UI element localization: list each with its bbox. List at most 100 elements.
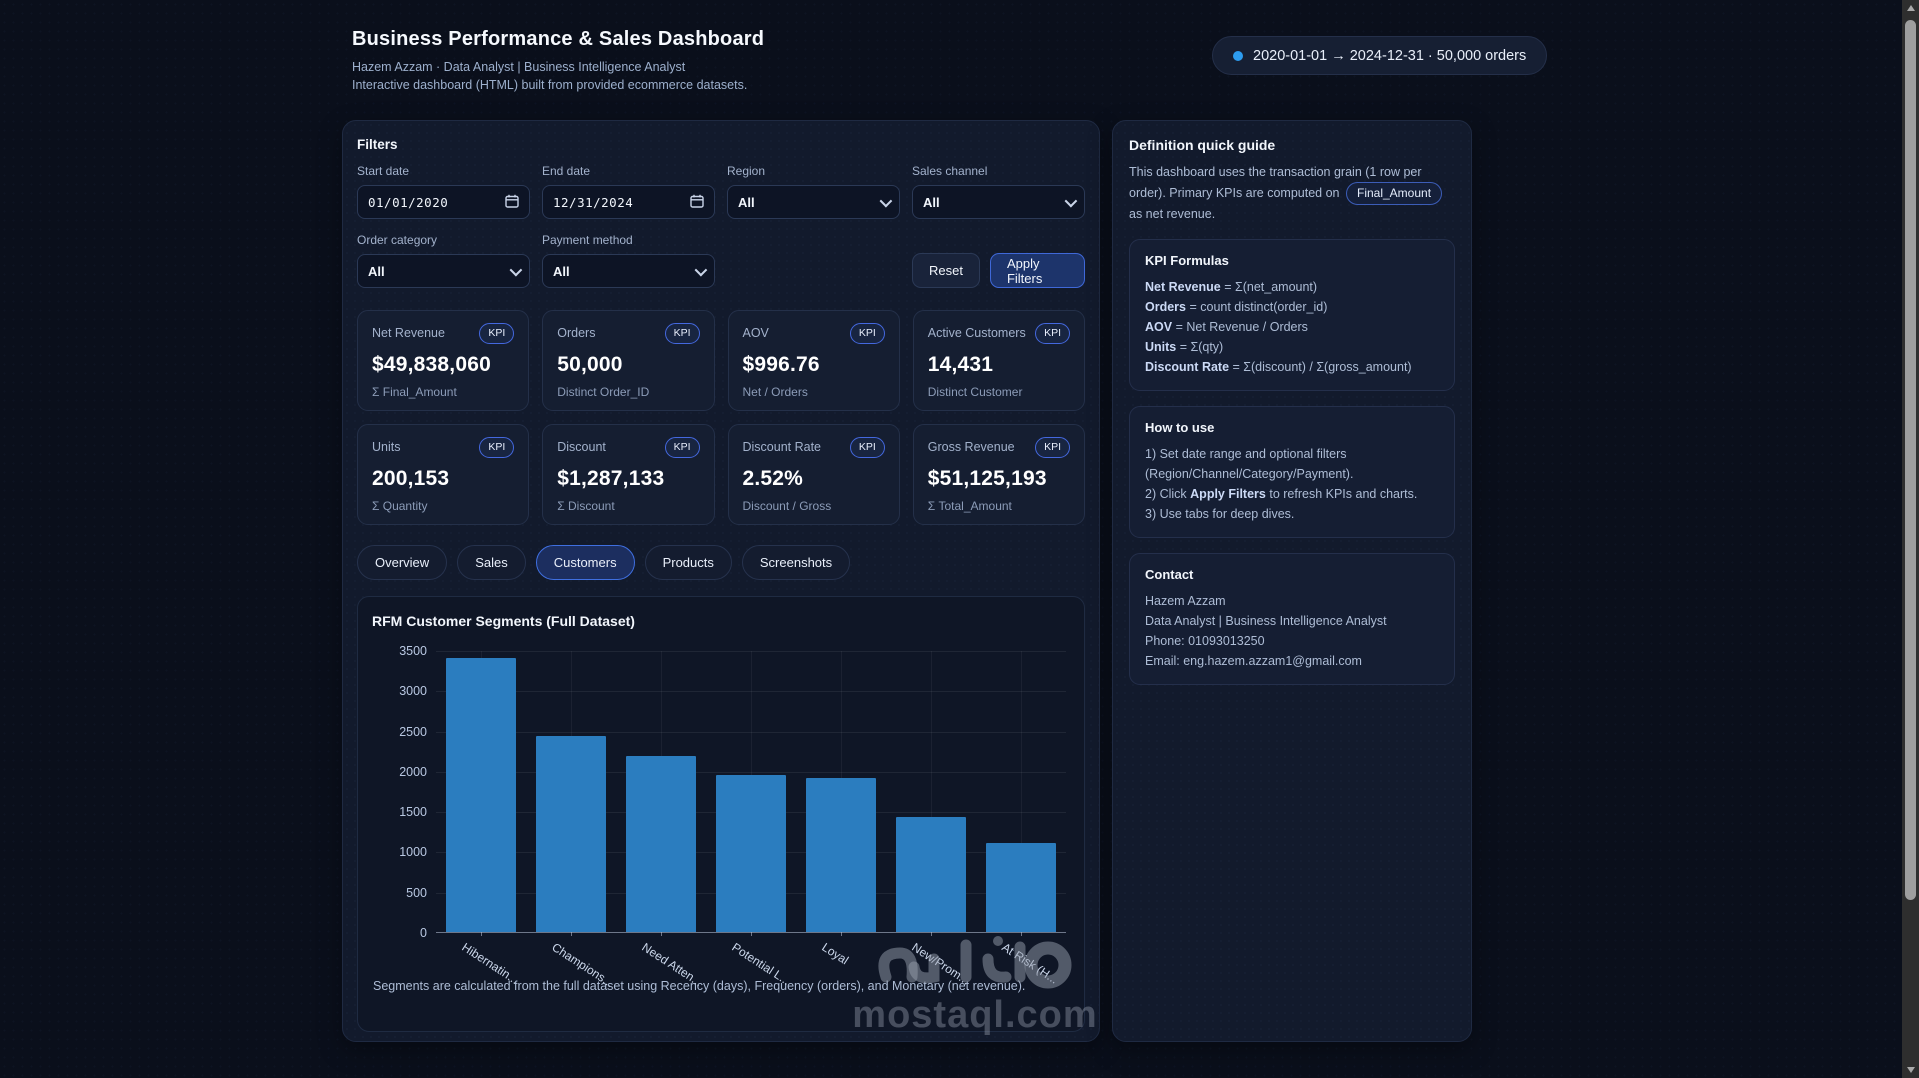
kpi-label: Units bbox=[372, 440, 401, 455]
tab-sales[interactable]: Sales bbox=[457, 545, 526, 580]
x-tick-mark bbox=[841, 932, 842, 936]
kpi-label: Gross Revenue bbox=[927, 440, 1015, 455]
kpi-badge: KPI bbox=[664, 437, 700, 458]
kpi-value: 200,153 bbox=[372, 466, 450, 490]
kpi-badge: KPI bbox=[479, 323, 515, 344]
kpi-badge: KPI bbox=[849, 437, 885, 458]
formula-term: Units bbox=[1145, 340, 1177, 355]
contact-phone: Phone: 01093013250 bbox=[1145, 634, 1265, 649]
y-tick-label: 3500 bbox=[399, 644, 427, 658]
kpi-card-top: Discount Rate KPI bbox=[743, 437, 885, 458]
filter-label-payment-method: Payment method bbox=[542, 233, 633, 247]
y-tick-label: 2000 bbox=[399, 764, 427, 779]
kpi-badge: KPI bbox=[479, 437, 515, 458]
filter-value-payment-method: All bbox=[553, 263, 570, 279]
kpi-subtitle: Distinct Order_ID bbox=[557, 384, 650, 399]
chart-plot-wrap: 0 500 1000 1500 2000 2500 3000 3500 Hibernatin..… bbox=[372, 643, 1070, 990]
filter-label-start-date: Start date bbox=[357, 164, 410, 178]
kpi-value: $996.76 bbox=[742, 352, 820, 376]
formula-discount-rate: Discount Rate = Σ(discount) / Σ(gross_am… bbox=[1145, 357, 1439, 377]
date-range-pill: 2020-01-01 → 2024-12-31 · 50,000 orders bbox=[1212, 36, 1548, 75]
kpi-grid: Net Revenue KPI $49,838,060 Σ Final_Amount O… bbox=[357, 310, 1085, 525]
chevron-down-icon bbox=[694, 263, 708, 276]
tab-screenshots[interactable]: Screenshots bbox=[741, 545, 851, 580]
contact-role: Data Analyst | Business Intelligence Ana… bbox=[1145, 614, 1387, 629]
how-to-use-card: How to use 1) Set date range and optiona… bbox=[1129, 406, 1455, 539]
contact-name: Hazem Azzam bbox=[1145, 594, 1226, 609]
scrollbar-thumb[interactable] bbox=[1905, 20, 1916, 900]
scroll-down-arrow-icon[interactable] bbox=[1902, 1062, 1919, 1078]
select-order-category[interactable]: All bbox=[357, 254, 530, 288]
filter-value-region: All bbox=[738, 194, 755, 210]
select-sales-channel[interactable]: All bbox=[912, 185, 1085, 219]
bar-need-atten[interactable] bbox=[626, 756, 696, 932]
filter-value-end-date: 12/31/2024 bbox=[553, 194, 634, 210]
vertical-scrollbar[interactable] bbox=[1902, 0, 1919, 1078]
main-panel: Filters Start date 01/01/2020 End date 12/3… bbox=[342, 120, 1100, 1042]
chart-plot: 0 500 1000 1500 2000 2500 3000 3500 Hibernatin..… bbox=[399, 644, 1066, 990]
kpi-card-top: Discount KPI bbox=[557, 437, 700, 458]
formula-term: Net Revenue bbox=[1145, 280, 1221, 295]
kpi-card-active-customers: Active Customers KPI 14,431 Distinct Custom… bbox=[912, 310, 1085, 411]
filter-label-end-date: End date bbox=[542, 164, 591, 178]
tab-overview[interactable]: Overview bbox=[357, 545, 448, 580]
date-range-text: 2020-01-01 → 2024-12-31 · 50,000 orders bbox=[1253, 47, 1527, 64]
bar-new-prom[interactable] bbox=[896, 816, 966, 932]
status-dot-icon bbox=[1233, 50, 1243, 61]
x-tick-mark bbox=[661, 932, 662, 936]
kpi-formulas-title: KPI Formulas bbox=[1145, 253, 1229, 269]
tab-customers[interactable]: Customers bbox=[535, 545, 635, 580]
page-header: Business Performance & Sales Dashboard H… bbox=[352, 28, 764, 92]
kpi-card-top: Net Revenue KPI bbox=[372, 323, 515, 344]
chart-title: RFM Customer Segments (Full Dataset) bbox=[372, 613, 635, 629]
formula-body: = Net Revenue / Orders bbox=[1172, 320, 1308, 335]
gridline-y-2000 bbox=[436, 771, 1066, 773]
tab-bar: Overview Sales Customers Products Screenshot… bbox=[357, 545, 1085, 580]
gridline-y-3500 bbox=[436, 651, 1066, 652]
chevron-down-icon bbox=[879, 194, 893, 207]
kpi-label: Orders bbox=[557, 326, 596, 341]
kpi-card-top: Units KPI bbox=[372, 437, 515, 458]
kpi-formulas-list: Net Revenue = Σ(net_amount) Orders = coun… bbox=[1145, 277, 1439, 377]
how-to-step-3: 3) Use tabs for deep dives. bbox=[1145, 507, 1295, 522]
x-tick-mark bbox=[571, 932, 572, 936]
filter-label-region: Region bbox=[727, 164, 766, 178]
gridline-x bbox=[1021, 651, 1022, 932]
select-payment-method[interactable]: All bbox=[542, 254, 715, 288]
kpi-card-orders: Orders KPI 50,000 Distinct Order_ID bbox=[542, 310, 715, 411]
formula-body: = Σ(discount) / Σ(gross_amount) bbox=[1229, 360, 1412, 375]
bar-at-risk-h[interactable] bbox=[986, 843, 1056, 932]
kpi-subtitle: Distinct Customer bbox=[927, 384, 1023, 399]
how-to-use-title: How to use bbox=[1145, 420, 1215, 436]
formula-term: AOV bbox=[1145, 320, 1173, 335]
gridline-y-3000 bbox=[436, 691, 1066, 693]
bar-champions[interactable] bbox=[536, 736, 606, 932]
kpi-label: Net Revenue bbox=[372, 326, 445, 341]
filter-field-start-date: Start date 01/01/2020 bbox=[357, 164, 530, 219]
bar-hibernatin[interactable] bbox=[446, 658, 516, 932]
bar-potential-l[interactable] bbox=[716, 774, 786, 932]
description-line: Interactive dashboard (HTML) built from … bbox=[352, 78, 748, 92]
kpi-label: AOV bbox=[742, 326, 769, 341]
kpi-subtitle: Σ Quantity bbox=[372, 498, 428, 513]
how-to-step-2-bold: Apply Filters bbox=[1190, 487, 1266, 502]
scroll-up-arrow-icon[interactable] bbox=[1902, 0, 1919, 16]
x-tick-mark bbox=[751, 932, 752, 936]
select-region[interactable]: All bbox=[727, 185, 900, 219]
definition-text: This dashboard uses the transaction grai… bbox=[1129, 163, 1455, 224]
filter-field-region: Region All bbox=[727, 164, 900, 219]
filters-row-1: Start date 01/01/2020 End date 12/31/2024 Re… bbox=[357, 164, 1085, 219]
date-input-start-date[interactable]: 01/01/2020 bbox=[357, 185, 530, 219]
date-input-end-date[interactable]: 12/31/2024 bbox=[542, 185, 715, 219]
bar-loyal[interactable] bbox=[806, 778, 876, 932]
formula-body: = Σ(net_amount) bbox=[1220, 280, 1318, 295]
filter-field-sales-channel: Sales channel All bbox=[912, 164, 1085, 219]
kpi-value: $51,125,193 bbox=[927, 466, 1047, 490]
x-tick-mark bbox=[481, 932, 482, 936]
kpi-value: $49,838,060 bbox=[372, 352, 491, 376]
tab-products[interactable]: Products bbox=[644, 545, 732, 580]
kpi-badge: KPI bbox=[1035, 323, 1070, 344]
contact-card: Contact Hazem Azzam Data Analyst | Busin… bbox=[1129, 553, 1455, 686]
reset-button[interactable]: Reset bbox=[912, 253, 980, 288]
apply-filters-button[interactable]: Apply Filters bbox=[989, 253, 1085, 288]
